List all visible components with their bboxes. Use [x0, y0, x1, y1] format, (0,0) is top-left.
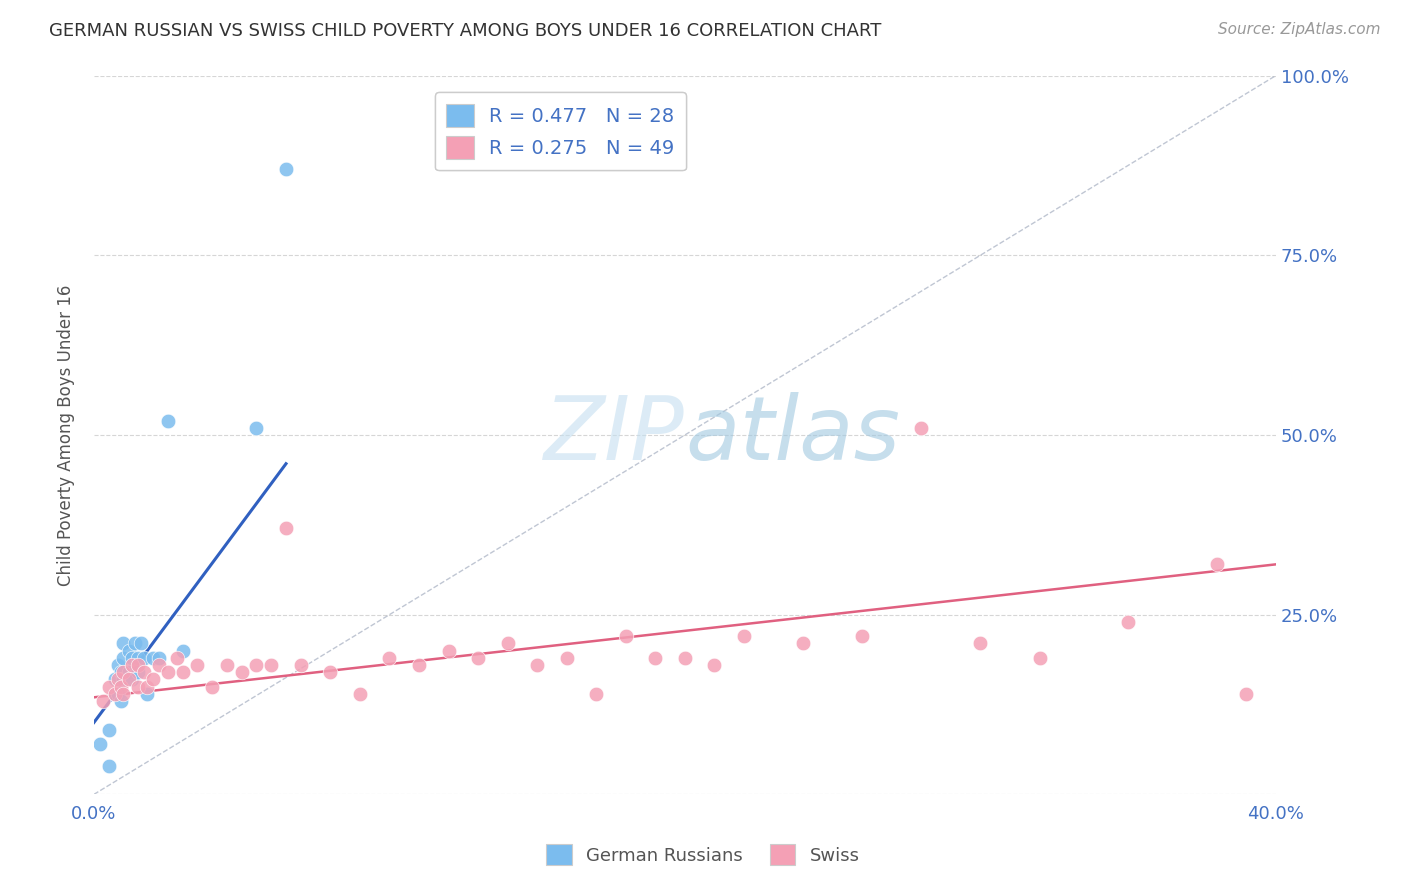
Point	[104, 687, 127, 701]
Point	[107, 657, 129, 672]
Point	[319, 665, 342, 680]
Point	[555, 650, 578, 665]
Point	[142, 650, 165, 665]
Point	[112, 673, 135, 687]
Point	[585, 687, 607, 701]
Point	[127, 680, 149, 694]
Point	[792, 636, 814, 650]
Legend: German Russians, Swiss: German Russians, Swiss	[538, 837, 868, 872]
Point	[290, 657, 312, 672]
Point	[378, 650, 401, 665]
Point	[703, 657, 725, 672]
Point	[97, 680, 120, 694]
Legend: R = 0.477   N = 28, R = 0.275   N = 49: R = 0.477 N = 28, R = 0.275 N = 49	[434, 93, 686, 170]
Point	[124, 636, 146, 650]
Point	[1116, 615, 1139, 629]
Point	[274, 521, 297, 535]
Point	[172, 665, 194, 680]
Point	[614, 629, 637, 643]
Point	[110, 665, 132, 680]
Point	[118, 673, 141, 687]
Point	[112, 636, 135, 650]
Point	[186, 657, 208, 672]
Point	[215, 657, 238, 672]
Point	[496, 636, 519, 650]
Point	[127, 657, 149, 672]
Point	[121, 673, 143, 687]
Point	[969, 636, 991, 650]
Point	[112, 665, 135, 680]
Point	[104, 687, 127, 701]
Point	[172, 643, 194, 657]
Point	[245, 421, 267, 435]
Point	[201, 680, 224, 694]
Y-axis label: Child Poverty Among Boys Under 16: Child Poverty Among Boys Under 16	[58, 285, 75, 586]
Point	[118, 643, 141, 657]
Point	[104, 673, 127, 687]
Point	[110, 680, 132, 694]
Point	[97, 758, 120, 772]
Point	[110, 694, 132, 708]
Point	[136, 680, 159, 694]
Point	[274, 161, 297, 176]
Point	[1234, 687, 1257, 701]
Point	[156, 413, 179, 427]
Point	[118, 665, 141, 680]
Point	[526, 657, 548, 672]
Point	[148, 650, 170, 665]
Point	[437, 643, 460, 657]
Text: ZIP: ZIP	[544, 392, 685, 478]
Point	[107, 673, 129, 687]
Point	[910, 421, 932, 435]
Point	[134, 665, 156, 680]
Point	[245, 657, 267, 672]
Point	[733, 629, 755, 643]
Point	[851, 629, 873, 643]
Point	[673, 650, 696, 665]
Point	[231, 665, 253, 680]
Point	[121, 657, 143, 672]
Point	[97, 723, 120, 737]
Point	[349, 687, 371, 701]
Point	[260, 657, 283, 672]
Text: GERMAN RUSSIAN VS SWISS CHILD POVERTY AMONG BOYS UNDER 16 CORRELATION CHART: GERMAN RUSSIAN VS SWISS CHILD POVERTY AM…	[49, 22, 882, 40]
Point	[142, 673, 165, 687]
Point	[127, 650, 149, 665]
Point	[156, 665, 179, 680]
Point	[89, 737, 111, 751]
Point	[127, 665, 149, 680]
Point	[107, 687, 129, 701]
Point	[112, 650, 135, 665]
Point	[148, 657, 170, 672]
Point	[467, 650, 489, 665]
Point	[166, 650, 188, 665]
Point	[134, 650, 156, 665]
Point	[112, 687, 135, 701]
Point	[91, 694, 114, 708]
Point	[129, 636, 152, 650]
Point	[1028, 650, 1050, 665]
Point	[121, 650, 143, 665]
Point	[644, 650, 666, 665]
Text: atlas: atlas	[685, 392, 900, 478]
Point	[136, 687, 159, 701]
Point	[1205, 558, 1227, 572]
Text: Source: ZipAtlas.com: Source: ZipAtlas.com	[1218, 22, 1381, 37]
Point	[408, 657, 430, 672]
